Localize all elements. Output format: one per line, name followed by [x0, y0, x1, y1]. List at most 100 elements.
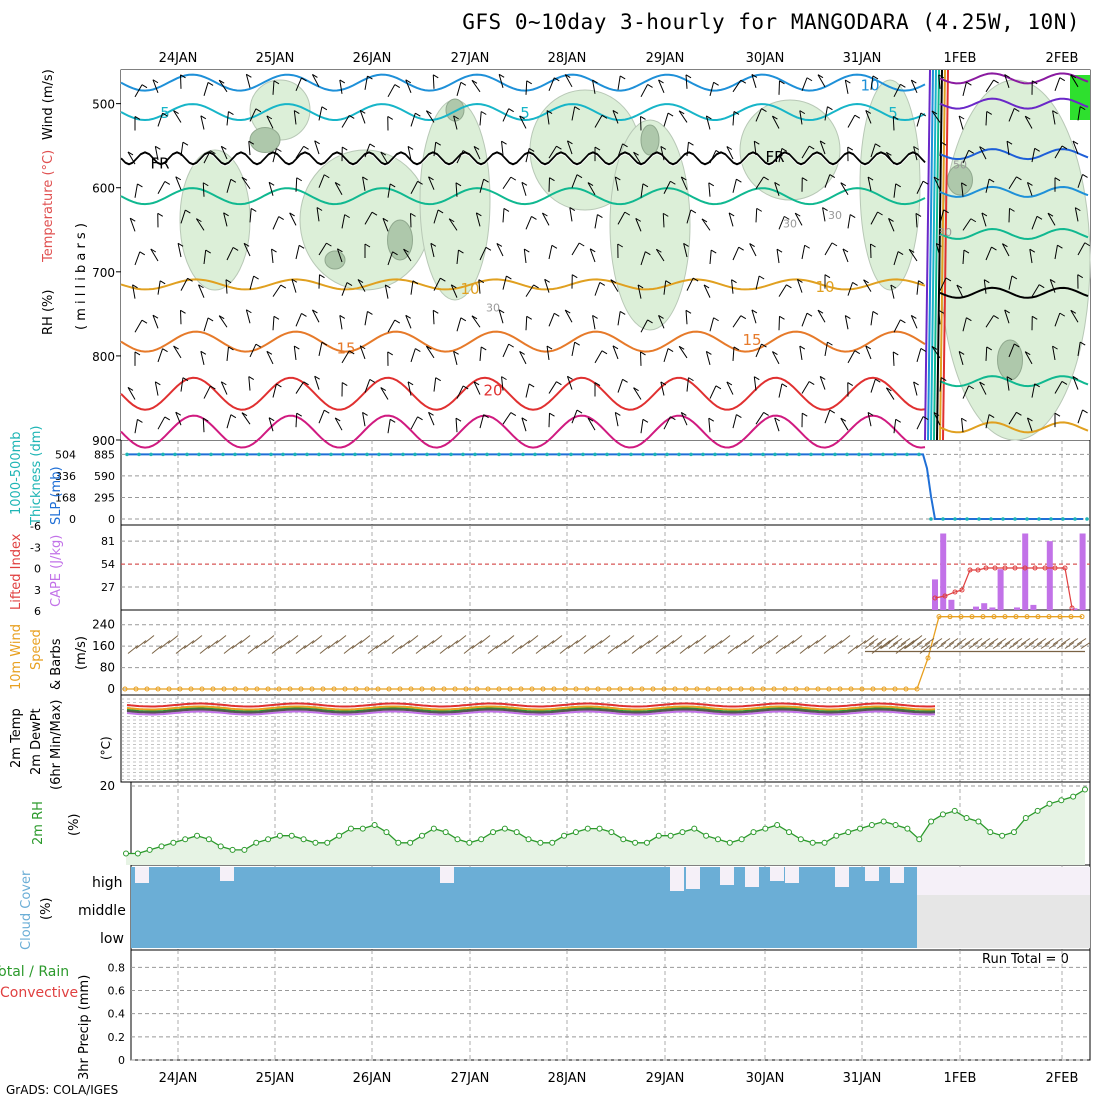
wind-barb-flag	[182, 377, 189, 382]
contour-line-feb	[939, 421, 1089, 434]
rh2m-marker	[928, 818, 935, 825]
wind-barb-flag	[681, 411, 687, 416]
wind-barb-flag	[601, 114, 608, 119]
wind-barb	[686, 142, 689, 157]
wind-barb-flag	[1016, 411, 1022, 416]
wind-barb-flag	[984, 279, 990, 284]
wind10-barb	[912, 642, 923, 649]
wind10-barb	[1048, 642, 1059, 649]
wind-barb	[731, 279, 734, 294]
wind-barb-flag	[180, 309, 186, 314]
cape-bar	[989, 607, 996, 610]
wind-barb	[1077, 174, 1084, 188]
wind-barb-flag	[1061, 380, 1068, 385]
contour-label: 30	[938, 226, 952, 239]
wind-barb	[318, 242, 327, 256]
wind-barb-flag	[382, 217, 389, 222]
wind-barb	[272, 284, 282, 297]
wind-barb-flag	[986, 111, 992, 115]
wind-barb-flag	[268, 181, 275, 186]
y-tick-label: 27	[101, 581, 115, 594]
wind-barb-flag	[460, 81, 467, 86]
wind-barb-flag	[592, 79, 598, 84]
wind-barb-flag	[127, 151, 134, 156]
wind-barb	[569, 207, 573, 222]
wind-barb-flag	[207, 82, 214, 86]
wind-barb-flag	[900, 83, 906, 88]
wind-barb	[1070, 310, 1079, 323]
thickness-marker	[521, 452, 525, 457]
wind-barb	[663, 112, 669, 127]
wind-barb-flag	[601, 350, 608, 355]
y-tick-label: 0.2	[108, 1031, 126, 1044]
wind-barb-flag	[1054, 412, 1061, 417]
wind10-barb	[407, 635, 419, 644]
wind-barb	[1031, 148, 1036, 163]
rh2m-marker	[667, 832, 674, 839]
contour-drop	[924, 69, 931, 441]
rh2m-marker	[1070, 793, 1077, 800]
wind10-barb	[391, 645, 403, 654]
wind-barb-flag	[708, 182, 715, 187]
wind-barb-flag	[152, 79, 159, 84]
wind-barb	[617, 379, 624, 393]
wind-barb	[134, 419, 138, 434]
wind-barb	[177, 243, 182, 258]
wind10-barb	[415, 645, 427, 654]
wind-barb	[1004, 309, 1010, 324]
wind-barb	[771, 115, 780, 129]
wind-barb	[226, 179, 232, 193]
wind-barb	[548, 381, 557, 394]
thickness-marker	[977, 517, 981, 521]
wind-barb-flag	[294, 110, 300, 114]
date-label-bottom: 31JAN	[843, 1071, 882, 1086]
wind10-barb	[431, 635, 443, 644]
wind-barb	[847, 350, 856, 364]
wind10-barb	[1064, 642, 1075, 649]
thickness-marker	[257, 452, 261, 457]
wind-barb	[958, 115, 964, 130]
wind-barb-flag	[549, 177, 555, 182]
wind-barb	[801, 145, 810, 159]
wind-barb	[709, 317, 715, 332]
wind-barb-flag	[162, 348, 168, 353]
wind-barb	[755, 176, 765, 189]
wind-barb	[726, 146, 734, 160]
wind-barb	[152, 315, 159, 329]
wind-barb	[890, 284, 895, 299]
thickness-marker	[401, 452, 405, 457]
wind10-barb	[551, 635, 563, 644]
wind-barb-flag	[243, 242, 250, 247]
rh2m-marker	[1082, 786, 1088, 793]
wind-barb-flag	[268, 417, 275, 422]
wind-barb	[266, 115, 274, 129]
wind-barb	[387, 84, 396, 98]
temp2m-label-b: 2m DewPt	[29, 708, 44, 775]
wind-barb	[817, 309, 826, 323]
wind-barb-flag	[806, 77, 813, 82]
wind-barb-flag	[986, 346, 992, 351]
date-label-top: 2FEB	[1046, 51, 1079, 66]
y-tick-label: 6	[34, 605, 41, 618]
rh2m-marker	[194, 832, 201, 839]
wind-barb	[637, 284, 642, 299]
wind-barb-flag	[298, 244, 305, 249]
wind-barb-flag	[958, 351, 965, 355]
wind-barb	[200, 351, 205, 366]
thickness-marker	[377, 452, 381, 457]
wind-barb	[1077, 242, 1086, 256]
rh2m-marker	[217, 843, 224, 850]
rh2m-marker	[300, 836, 307, 843]
thickness-marker	[293, 452, 297, 457]
wind10-barb	[864, 642, 875, 649]
wind-barb	[755, 108, 762, 122]
thickness-marker	[953, 517, 957, 521]
wind-barb	[840, 417, 849, 431]
thickness-marker	[569, 452, 573, 457]
wind-barb-flag	[551, 244, 558, 249]
wind-barb-flag	[993, 315, 999, 319]
contour-label: 10	[460, 280, 479, 298]
wind10-barb	[351, 640, 363, 649]
wind-barb-flag	[761, 343, 767, 348]
wind10-barb	[775, 645, 787, 654]
